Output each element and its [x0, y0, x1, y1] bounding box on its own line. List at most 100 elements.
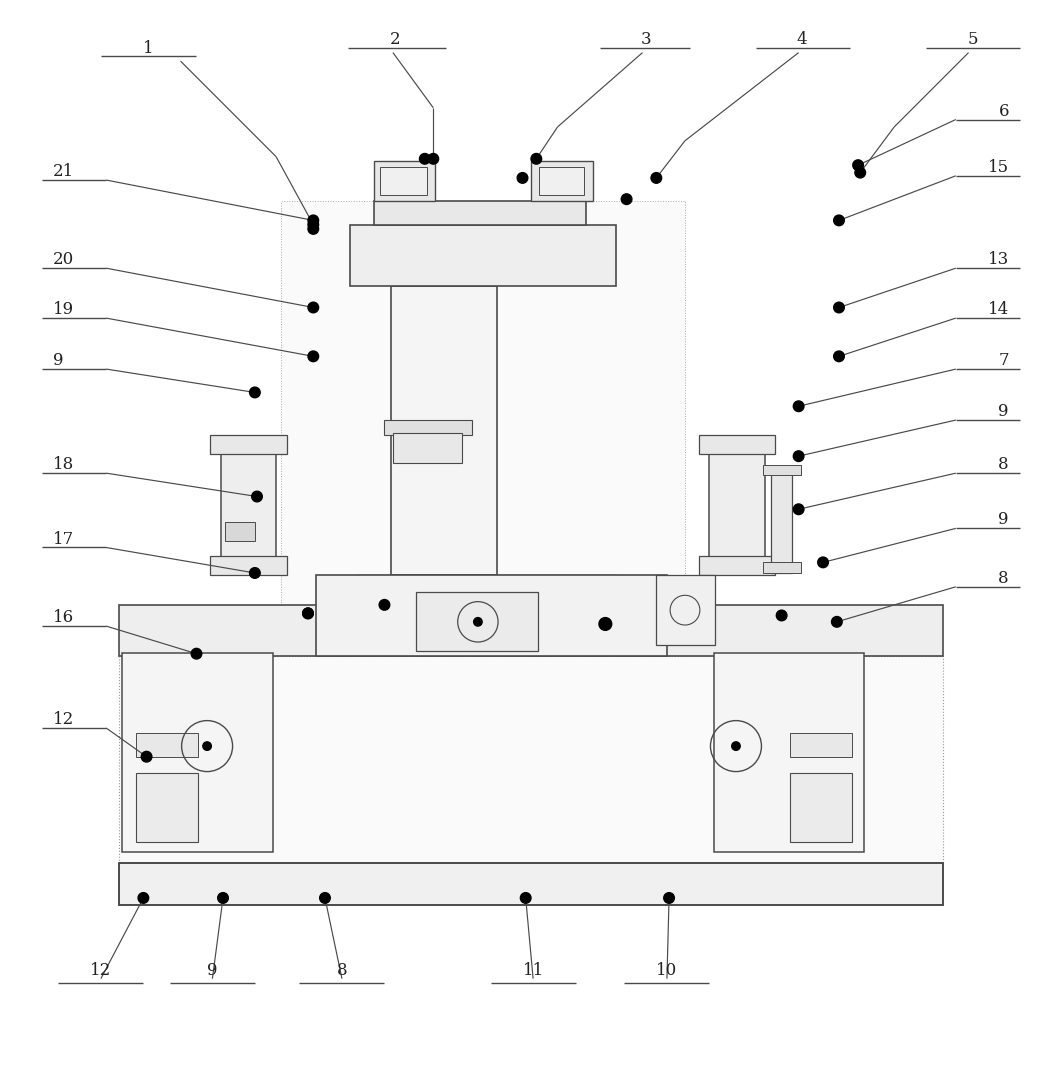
Bar — [531, 161, 593, 202]
Bar — [316, 575, 667, 655]
Text: 12: 12 — [53, 711, 74, 728]
Circle shape — [531, 153, 542, 164]
Text: 11: 11 — [523, 962, 544, 979]
Text: 9: 9 — [998, 403, 1009, 420]
Text: 8: 8 — [998, 570, 1009, 586]
Circle shape — [793, 451, 804, 461]
Circle shape — [834, 302, 844, 313]
Circle shape — [138, 893, 149, 903]
Text: 3: 3 — [640, 31, 651, 49]
Bar — [542, 583, 577, 603]
Circle shape — [191, 648, 202, 659]
Bar — [359, 583, 394, 603]
Text: 14: 14 — [988, 301, 1009, 318]
Bar — [709, 450, 765, 575]
Circle shape — [379, 599, 390, 610]
Circle shape — [818, 557, 828, 568]
Circle shape — [303, 608, 313, 619]
Circle shape — [419, 153, 430, 164]
Circle shape — [320, 893, 330, 903]
Circle shape — [732, 742, 740, 750]
Bar — [281, 202, 685, 605]
Text: 8: 8 — [998, 456, 1009, 473]
Bar — [790, 773, 852, 842]
Bar — [122, 652, 273, 853]
Bar — [699, 556, 775, 575]
Bar — [380, 167, 427, 195]
Bar — [496, 583, 531, 603]
Circle shape — [793, 503, 804, 514]
Circle shape — [428, 153, 439, 164]
Bar — [391, 287, 497, 575]
Bar — [210, 556, 287, 575]
Text: 2: 2 — [390, 31, 400, 49]
Circle shape — [834, 351, 844, 361]
Text: 18: 18 — [53, 456, 74, 473]
Bar — [136, 733, 198, 757]
Bar — [416, 592, 538, 650]
Circle shape — [308, 302, 319, 313]
Bar — [790, 733, 852, 757]
Text: 10: 10 — [656, 962, 678, 979]
Text: 9: 9 — [53, 353, 64, 369]
Circle shape — [308, 223, 319, 234]
Circle shape — [517, 172, 528, 183]
Bar — [350, 224, 616, 287]
Bar — [225, 522, 255, 541]
Text: 9: 9 — [998, 511, 1009, 528]
Text: 19: 19 — [53, 301, 74, 318]
Circle shape — [141, 751, 152, 762]
Bar — [136, 773, 198, 842]
Bar — [393, 432, 462, 462]
Bar — [405, 583, 440, 603]
Text: 9: 9 — [207, 962, 218, 979]
Bar — [374, 161, 435, 202]
Text: 12: 12 — [90, 962, 112, 979]
Text: 16: 16 — [53, 609, 74, 626]
Bar — [699, 434, 775, 454]
Circle shape — [520, 893, 531, 903]
Circle shape — [308, 219, 319, 230]
Bar — [374, 202, 586, 224]
Circle shape — [664, 893, 674, 903]
Bar — [771, 469, 792, 573]
Bar — [763, 465, 801, 475]
Bar — [539, 167, 584, 195]
Circle shape — [250, 387, 260, 398]
Bar — [656, 575, 715, 646]
Text: 6: 6 — [998, 102, 1009, 120]
Circle shape — [834, 216, 844, 225]
Circle shape — [832, 617, 842, 627]
Circle shape — [855, 167, 866, 178]
Text: 5: 5 — [967, 31, 978, 49]
Circle shape — [308, 216, 319, 225]
Circle shape — [308, 351, 319, 361]
Circle shape — [621, 194, 632, 205]
Bar — [210, 434, 287, 454]
Bar — [763, 563, 801, 573]
Bar — [119, 862, 943, 906]
Text: 7: 7 — [998, 353, 1009, 369]
Bar — [714, 652, 864, 853]
Circle shape — [252, 492, 262, 502]
Circle shape — [651, 172, 662, 183]
Circle shape — [793, 401, 804, 412]
Bar — [356, 575, 616, 605]
Circle shape — [203, 742, 211, 750]
Bar — [119, 605, 943, 655]
Bar — [450, 583, 485, 603]
Bar — [119, 655, 943, 862]
Text: 13: 13 — [988, 251, 1009, 268]
Text: 20: 20 — [53, 251, 74, 268]
Text: 8: 8 — [337, 962, 347, 979]
Text: 15: 15 — [988, 158, 1009, 176]
Circle shape — [303, 608, 313, 619]
Bar — [119, 862, 943, 906]
Text: 4: 4 — [796, 31, 807, 49]
Text: 17: 17 — [53, 530, 74, 548]
Text: 21: 21 — [53, 163, 74, 180]
Circle shape — [218, 893, 228, 903]
Bar — [221, 450, 276, 575]
Circle shape — [599, 618, 612, 631]
Circle shape — [853, 160, 863, 170]
